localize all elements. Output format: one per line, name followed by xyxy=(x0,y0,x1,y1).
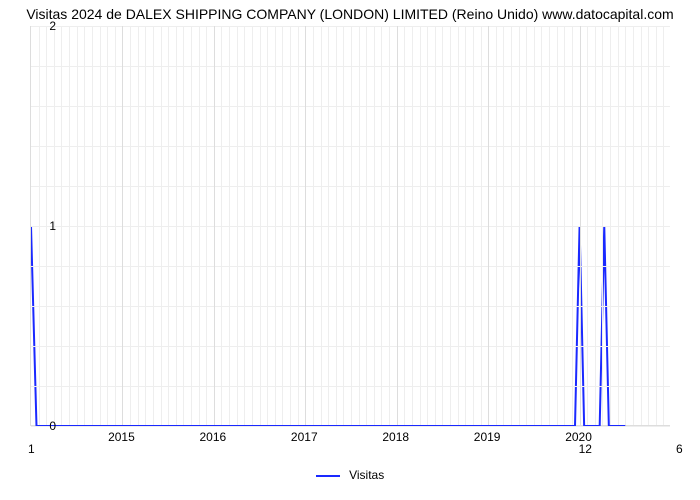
gridline-v-minor xyxy=(572,26,573,425)
xtick-label: 2019 xyxy=(474,430,501,444)
gridline-v-minor xyxy=(77,26,78,425)
gridline-v-minor xyxy=(625,26,626,425)
gridline-v-minor xyxy=(503,26,504,425)
gridline-v-minor xyxy=(374,26,375,425)
gridline-v-minor xyxy=(610,26,611,425)
gridline-v-minor xyxy=(206,26,207,425)
gridline-v-minor xyxy=(237,26,238,425)
gridline-v-minor xyxy=(321,26,322,425)
gridline-v-minor xyxy=(229,26,230,425)
gridline-v-minor xyxy=(161,26,162,425)
xtick-label: 2017 xyxy=(291,430,318,444)
gridline-v-minor xyxy=(336,26,337,425)
gridline-v-minor xyxy=(656,26,657,425)
gridline-v-minor xyxy=(191,26,192,425)
gridline-v-minor xyxy=(534,26,535,425)
gridline-v-minor xyxy=(663,26,664,425)
gridline-v-minor xyxy=(602,26,603,425)
gridline-v-minor xyxy=(557,26,558,425)
gridline-v-minor xyxy=(435,26,436,425)
gridline-v-minor xyxy=(275,26,276,425)
gridline-v-minor xyxy=(359,26,360,425)
gridline-v-minor xyxy=(290,26,291,425)
gridline-v-minor xyxy=(526,26,527,425)
gridline-v-minor xyxy=(145,26,146,425)
gridline-v-minor xyxy=(519,26,520,425)
gridline-v-minor xyxy=(84,26,85,425)
chart-title: Visitas 2024 de DALEX SHIPPING COMPANY (… xyxy=(0,6,700,22)
gridline-v-minor xyxy=(366,26,367,425)
gridline-v-minor xyxy=(61,26,62,425)
legend: Visitas xyxy=(0,468,700,482)
gridline-v-minor xyxy=(176,26,177,425)
xtick-label: 2016 xyxy=(199,430,226,444)
gridline-v-minor xyxy=(641,26,642,425)
gridline-v-minor xyxy=(351,26,352,425)
ytick-label: 0 xyxy=(36,419,56,433)
gridline-v-minor xyxy=(260,26,261,425)
gridline-v-minor xyxy=(496,26,497,425)
gridline-v-minor xyxy=(648,26,649,425)
legend-swatch xyxy=(316,475,340,477)
gridline-v-minor xyxy=(564,26,565,425)
gridline-v-minor xyxy=(168,26,169,425)
gridline-v-minor xyxy=(587,26,588,425)
gridline-v-minor xyxy=(153,26,154,425)
gridline-v-minor xyxy=(244,26,245,425)
gridline-v-minor xyxy=(282,26,283,425)
gridline-v xyxy=(580,26,581,425)
gridline-v-minor xyxy=(100,26,101,425)
gridline-v-minor xyxy=(473,26,474,425)
gridline-v-minor xyxy=(458,26,459,425)
corner-label: 6 xyxy=(676,442,683,456)
gridline-v-minor xyxy=(252,26,253,425)
gridline-v-minor xyxy=(138,26,139,425)
gridline-v-minor xyxy=(481,26,482,425)
gridline-v xyxy=(122,26,123,425)
gridline-v-minor xyxy=(465,26,466,425)
gridline-v-minor xyxy=(633,26,634,425)
gridline-v xyxy=(214,26,215,425)
xtick-label: 2015 xyxy=(108,430,135,444)
gridline-v-minor xyxy=(541,26,542,425)
gridline-v-minor xyxy=(404,26,405,425)
gridline-v-minor xyxy=(595,26,596,425)
gridline-v-minor xyxy=(267,26,268,425)
gridline-h xyxy=(31,426,670,427)
gridline-v-minor xyxy=(549,26,550,425)
gridline-v-minor xyxy=(92,26,93,425)
gridline-v-minor xyxy=(130,26,131,425)
gridline-v-minor xyxy=(381,26,382,425)
gridline-v-minor xyxy=(298,26,299,425)
corner-label: 12 xyxy=(579,442,592,456)
gridline-v-minor xyxy=(221,26,222,425)
ytick-label: 2 xyxy=(36,19,56,33)
gridline-v xyxy=(488,26,489,425)
gridline-v-minor xyxy=(115,26,116,425)
gridline-v xyxy=(305,26,306,425)
gridline-v-minor xyxy=(450,26,451,425)
gridline-v-minor xyxy=(328,26,329,425)
corner-label: 1 xyxy=(28,442,35,456)
gridline-v-minor xyxy=(412,26,413,425)
gridline-v-minor xyxy=(183,26,184,425)
gridline-v-minor xyxy=(618,26,619,425)
gridline-v-minor xyxy=(107,26,108,425)
legend-label: Visitas xyxy=(349,468,384,482)
plot-area xyxy=(30,26,670,426)
gridline-v-minor xyxy=(427,26,428,425)
gridline-v-minor xyxy=(313,26,314,425)
gridline-v-minor xyxy=(442,26,443,425)
gridline-v xyxy=(397,26,398,425)
ytick-label: 1 xyxy=(36,219,56,233)
gridline-v-minor xyxy=(420,26,421,425)
gridline-v-minor xyxy=(511,26,512,425)
xtick-label: 2018 xyxy=(382,430,409,444)
gridline-v-minor xyxy=(389,26,390,425)
gridline-v-minor xyxy=(199,26,200,425)
gridline-v-minor xyxy=(69,26,70,425)
gridline-v-minor xyxy=(343,26,344,425)
